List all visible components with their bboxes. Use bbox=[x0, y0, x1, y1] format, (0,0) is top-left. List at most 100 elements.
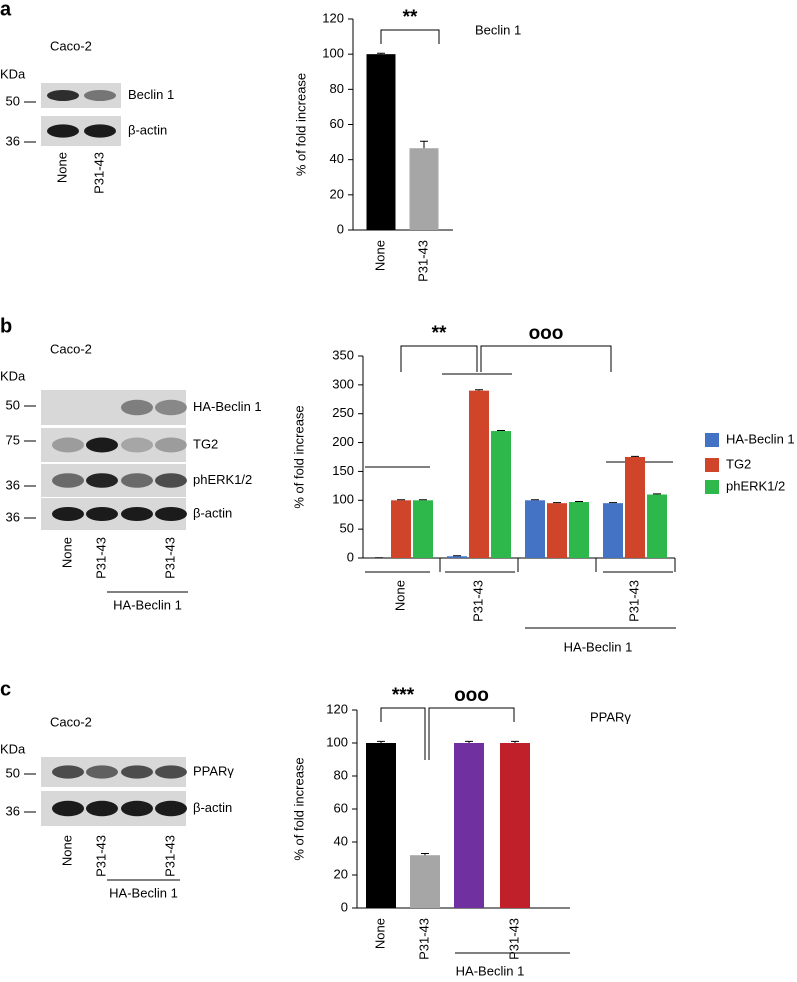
band bbox=[47, 124, 79, 138]
error-bar bbox=[377, 740, 385, 743]
mw-label: 36 bbox=[6, 509, 20, 524]
bar bbox=[547, 503, 567, 558]
cell-line: Caco-2 bbox=[50, 38, 92, 53]
unit-label: KDa bbox=[0, 66, 26, 81]
error-bar bbox=[465, 740, 473, 743]
blot bbox=[41, 390, 186, 425]
bar bbox=[491, 431, 511, 558]
band bbox=[86, 506, 118, 522]
band bbox=[155, 800, 187, 817]
error-bar bbox=[419, 499, 427, 501]
y-tick-label: 80 bbox=[334, 767, 348, 782]
bracket bbox=[480, 345, 612, 372]
band bbox=[121, 473, 153, 488]
significance: *** bbox=[392, 685, 415, 706]
group-label: HA-Beclin 1 bbox=[109, 885, 178, 900]
mw-label: 75 bbox=[6, 432, 20, 447]
band-label: TG2 bbox=[193, 436, 218, 451]
band bbox=[84, 124, 116, 138]
bar bbox=[409, 148, 439, 230]
mw-label: 36 bbox=[6, 477, 20, 492]
error-bar bbox=[377, 52, 385, 55]
y-tick-label: 120 bbox=[326, 701, 348, 716]
bar bbox=[469, 390, 489, 558]
y-tick-label: 0 bbox=[347, 549, 354, 564]
y-tick-label: 0 bbox=[341, 899, 348, 914]
bar bbox=[410, 855, 440, 908]
band-label: β-actin bbox=[193, 505, 232, 520]
legend-label: phERK1/2 bbox=[726, 478, 785, 493]
y-tick-label: 150 bbox=[332, 463, 354, 478]
lane-label: P31-43 bbox=[162, 537, 177, 579]
band-label: Beclin 1 bbox=[128, 87, 174, 102]
significance: ooo bbox=[529, 323, 564, 344]
y-tick-label: 20 bbox=[334, 866, 348, 881]
legend-swatch bbox=[705, 480, 719, 494]
lane-label: P31-43 bbox=[93, 537, 108, 579]
y-tick-label: 20 bbox=[330, 186, 344, 201]
bar bbox=[625, 457, 645, 558]
error-bar bbox=[511, 740, 519, 743]
mw-label: 50 bbox=[6, 93, 20, 108]
x-tick-label: None bbox=[392, 580, 407, 611]
bar bbox=[366, 54, 396, 230]
y-tick-label: 100 bbox=[326, 734, 348, 749]
bar bbox=[391, 500, 411, 558]
y-tick-label: 250 bbox=[332, 405, 354, 420]
unit-label: KDa bbox=[0, 741, 26, 756]
lane-label: None bbox=[59, 835, 74, 866]
band-label: β-actin bbox=[193, 800, 232, 815]
x-tick-label: P31-43 bbox=[415, 240, 430, 282]
y-tick-label: 100 bbox=[322, 46, 344, 61]
x-tick-label: None bbox=[372, 240, 387, 271]
mw-label: 36 bbox=[6, 133, 20, 148]
y-tick-label: 0 bbox=[337, 221, 344, 236]
lane-label: None bbox=[59, 537, 74, 568]
error-bar bbox=[609, 502, 617, 504]
error-bar bbox=[397, 499, 405, 501]
legend-label: HA-Beclin 1 bbox=[726, 431, 795, 446]
band bbox=[121, 506, 153, 522]
band bbox=[155, 399, 187, 416]
bar bbox=[525, 500, 545, 558]
lane-label: P31-43 bbox=[93, 835, 108, 877]
band bbox=[52, 800, 84, 817]
band bbox=[86, 800, 118, 817]
band bbox=[121, 437, 153, 453]
band bbox=[121, 765, 153, 779]
band bbox=[155, 765, 187, 779]
band bbox=[52, 765, 84, 779]
significance: ooo bbox=[454, 685, 489, 706]
panel-label: b bbox=[0, 315, 12, 337]
bracket bbox=[400, 345, 478, 372]
y-tick-label: 350 bbox=[332, 347, 354, 362]
x-tick-label: P31-43 bbox=[506, 918, 521, 960]
band-label: phERK1/2 bbox=[193, 472, 252, 487]
bar bbox=[366, 743, 396, 908]
y-tick-label: 300 bbox=[332, 376, 354, 391]
group-label: HA-Beclin 1 bbox=[456, 963, 525, 978]
y-tick-label: 200 bbox=[332, 434, 354, 449]
significance: ** bbox=[432, 323, 447, 344]
y-tick-label: 50 bbox=[340, 521, 354, 536]
chart-title: PPARγ bbox=[590, 709, 631, 724]
band bbox=[52, 437, 84, 453]
error-bar bbox=[631, 455, 639, 457]
y-axis-label: % of fold increase bbox=[293, 73, 308, 176]
x-tick-label: P31-43 bbox=[626, 580, 641, 622]
y-tick-label: 120 bbox=[322, 10, 344, 25]
error-bar bbox=[475, 389, 483, 391]
legend-swatch bbox=[705, 458, 719, 472]
group-label: HA-Beclin 1 bbox=[564, 639, 633, 654]
band bbox=[47, 90, 79, 101]
group-label: HA-Beclin 1 bbox=[113, 597, 182, 612]
band bbox=[86, 765, 118, 779]
y-tick-label: 40 bbox=[330, 151, 344, 166]
error-bar bbox=[531, 499, 539, 501]
band-label: PPARγ bbox=[193, 763, 234, 778]
panel-label: a bbox=[0, 0, 12, 20]
lane-label: P31-43 bbox=[91, 152, 106, 194]
bracket bbox=[380, 29, 440, 44]
bar bbox=[500, 743, 530, 908]
